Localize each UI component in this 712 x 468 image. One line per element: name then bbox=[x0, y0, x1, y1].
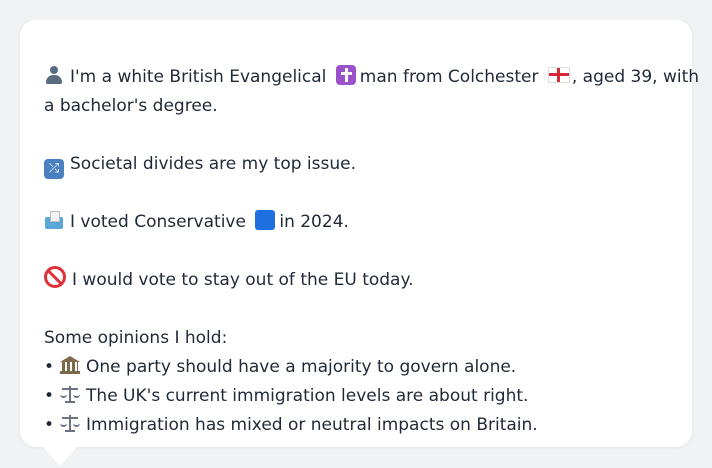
ballot-box-icon bbox=[44, 210, 64, 230]
intro-text-1: I'm a white British Evangelical bbox=[70, 67, 327, 87]
intro-line-2: a bachelor's degree. bbox=[44, 92, 668, 121]
shuffle-icon: ⤮ bbox=[44, 159, 64, 179]
bullet: • bbox=[44, 386, 55, 406]
opinion-text-3: Immigration has mixed or neutral impacts… bbox=[86, 415, 538, 435]
blue-square-icon bbox=[255, 210, 276, 230]
prohibited-icon bbox=[44, 266, 66, 288]
eu-line: I would vote to stay out of the EU today… bbox=[44, 266, 668, 295]
vote-text-2: in 2024. bbox=[279, 212, 349, 232]
top-issue-line: ⤮ Societal divides are my top issue. bbox=[44, 150, 668, 179]
opinion-item: • The UK's current immigration levels are… bbox=[44, 382, 668, 411]
opinion-text-1: One party should have a majority to gove… bbox=[86, 357, 517, 377]
bullet: • bbox=[44, 357, 55, 377]
intro-text-2: man from Colchester bbox=[359, 67, 539, 87]
vote-line: I voted Conservative in 2024. bbox=[44, 208, 668, 237]
opinion-item: • Immigration has mixed or neutral impact… bbox=[44, 411, 668, 440]
eu-text: I would vote to stay out of the EU today… bbox=[72, 270, 414, 290]
england-flag-icon bbox=[547, 67, 570, 83]
balance-scale-icon bbox=[60, 384, 81, 404]
top-issue-text: Societal divides are my top issue. bbox=[70, 154, 356, 174]
bullet: • bbox=[44, 415, 55, 435]
person-icon bbox=[44, 65, 64, 85]
intro-line-1: I'm a white British Evangelical man from… bbox=[44, 63, 699, 92]
persona-card: I'm a white British Evangelical man from… bbox=[20, 20, 699, 447]
latin-cross-icon bbox=[335, 65, 356, 85]
balance-scale-icon bbox=[60, 413, 81, 433]
opinions-heading: Some opinions I hold: bbox=[44, 328, 228, 348]
speech-bubble-tail bbox=[42, 446, 78, 466]
opinion-text-2: The UK's current immigration levels are … bbox=[86, 386, 529, 406]
vote-text-1: I voted Conservative bbox=[70, 212, 246, 232]
intro-text-4: a bachelor's degree. bbox=[44, 96, 218, 116]
classical-building-icon bbox=[60, 355, 81, 375]
intro-text-3: , aged 39, with bbox=[571, 67, 700, 87]
opinion-item: • One party should have a majority to gov… bbox=[44, 353, 668, 382]
